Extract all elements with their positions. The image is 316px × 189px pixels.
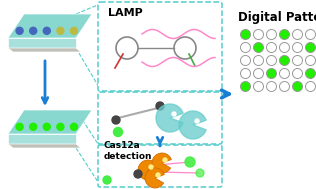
Circle shape: [306, 29, 315, 40]
Circle shape: [156, 173, 160, 177]
Wedge shape: [156, 104, 183, 132]
Circle shape: [253, 81, 264, 91]
Circle shape: [149, 165, 153, 169]
Circle shape: [30, 123, 37, 130]
Circle shape: [293, 68, 302, 78]
Circle shape: [103, 176, 111, 184]
Circle shape: [293, 56, 302, 66]
Circle shape: [70, 27, 77, 34]
Circle shape: [240, 68, 251, 78]
FancyBboxPatch shape: [98, 145, 222, 187]
Circle shape: [196, 169, 204, 177]
Circle shape: [134, 170, 142, 178]
Circle shape: [266, 68, 276, 78]
Circle shape: [253, 56, 264, 66]
Circle shape: [185, 157, 195, 167]
Circle shape: [279, 29, 289, 40]
Circle shape: [16, 123, 23, 130]
Circle shape: [293, 29, 302, 40]
Text: LAMP: LAMP: [108, 8, 143, 18]
FancyBboxPatch shape: [98, 92, 222, 144]
Circle shape: [293, 43, 302, 53]
Circle shape: [163, 158, 167, 162]
Wedge shape: [145, 168, 164, 188]
Polygon shape: [8, 14, 92, 38]
Circle shape: [279, 43, 289, 53]
Circle shape: [240, 81, 251, 91]
Circle shape: [279, 81, 289, 91]
FancyBboxPatch shape: [98, 2, 222, 91]
Circle shape: [240, 56, 251, 66]
Wedge shape: [179, 111, 206, 139]
Circle shape: [266, 81, 276, 91]
Wedge shape: [152, 153, 171, 173]
Circle shape: [293, 81, 302, 91]
Polygon shape: [8, 38, 76, 48]
Circle shape: [266, 56, 276, 66]
Circle shape: [279, 56, 289, 66]
Polygon shape: [8, 110, 92, 134]
Circle shape: [113, 128, 123, 136]
Circle shape: [172, 112, 176, 116]
Circle shape: [156, 102, 164, 110]
Wedge shape: [138, 160, 157, 180]
Text: Cas12a
detection: Cas12a detection: [104, 141, 153, 161]
Circle shape: [306, 68, 315, 78]
Polygon shape: [8, 48, 81, 52]
Circle shape: [240, 29, 251, 40]
Circle shape: [112, 116, 120, 124]
Circle shape: [266, 29, 276, 40]
Circle shape: [57, 123, 64, 130]
Circle shape: [16, 27, 23, 34]
Circle shape: [306, 43, 315, 53]
Circle shape: [70, 123, 77, 130]
Circle shape: [306, 81, 315, 91]
Circle shape: [57, 27, 64, 34]
Circle shape: [195, 119, 199, 123]
Circle shape: [43, 123, 50, 130]
Circle shape: [43, 27, 50, 34]
Circle shape: [30, 27, 37, 34]
Circle shape: [266, 43, 276, 53]
Circle shape: [253, 29, 264, 40]
Text: Digital Pattern: Digital Pattern: [238, 11, 316, 24]
Circle shape: [253, 43, 264, 53]
Circle shape: [253, 68, 264, 78]
Circle shape: [306, 56, 315, 66]
Circle shape: [240, 43, 251, 53]
Polygon shape: [8, 144, 81, 148]
Polygon shape: [8, 134, 76, 144]
Circle shape: [279, 68, 289, 78]
